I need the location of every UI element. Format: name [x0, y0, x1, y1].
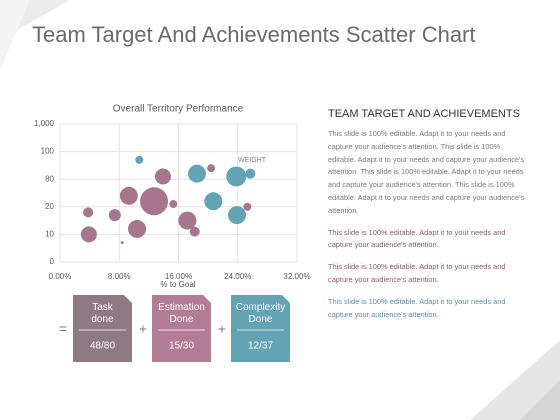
text-panel: TEAM TARGET AND ACHIEVEMENTS This slide …	[328, 108, 528, 330]
bubble	[140, 187, 169, 216]
y-tick-label: 80	[45, 174, 54, 183]
decor	[470, 340, 560, 420]
kpi-label: Complexity Done	[236, 302, 285, 325]
bubble	[120, 241, 124, 245]
annotation: WEIGHT	[238, 157, 267, 164]
y-tick-label: 100	[41, 147, 55, 156]
operator: +	[218, 321, 226, 337]
kpi-value: 15/30	[169, 341, 194, 352]
paragraph: This slide is 100% editable. Adapt it to…	[328, 227, 506, 250]
bubble	[83, 207, 94, 218]
y-tick-label: 1,000	[34, 119, 55, 128]
panel-heading: TEAM TARGET AND ACHIEVEMENTS	[328, 108, 520, 120]
bubble	[188, 164, 207, 183]
kpi-box	[152, 295, 211, 362]
bubble	[128, 219, 147, 238]
bubble	[204, 192, 223, 211]
x-tick-label: 16.00%	[165, 272, 192, 281]
x-tick-label: 8.00%	[108, 272, 131, 281]
operator: +	[139, 321, 147, 337]
kpi-box	[73, 295, 132, 362]
bubble	[245, 168, 256, 179]
bubble	[207, 164, 216, 173]
kpi-value: 12/37	[248, 341, 273, 352]
slide-title: Team Target And Achievements Scatter Cha…	[32, 22, 476, 47]
bubble	[226, 166, 247, 187]
bubble	[135, 155, 144, 164]
bubble	[178, 211, 197, 230]
kpi-label: Estimation Done	[158, 302, 205, 325]
kpi-box	[231, 295, 290, 362]
kpi-label: Task done	[91, 302, 114, 325]
operator: =	[59, 321, 67, 337]
decor	[0, 0, 30, 70]
bubble	[108, 209, 121, 222]
paragraph: This slide is 100% editable. Adapt it to…	[328, 296, 506, 319]
bubble	[80, 226, 97, 243]
y-tick-label: 10	[45, 230, 54, 239]
bubble	[154, 168, 171, 185]
paragraph: This slide is 100% editable. Adapt it to…	[328, 262, 506, 284]
chart-title: Overall Territory Performance	[113, 104, 244, 115]
x-tick-label: 0.00%	[49, 272, 72, 281]
kpi-value: 48/80	[90, 341, 115, 352]
bubble	[169, 200, 178, 209]
decor	[520, 380, 560, 420]
x-tick-label: 32.00%	[283, 272, 310, 281]
bubble	[228, 206, 247, 225]
bubble	[189, 226, 200, 237]
y-tick-label: 0	[50, 257, 55, 266]
paragraph: This slide is 100% editable. Adapt it to…	[328, 129, 525, 215]
y-tick-label: 20	[45, 202, 54, 211]
bubble	[119, 186, 138, 205]
x-axis-label: % to Goal	[160, 280, 195, 289]
x-tick-label: 24.00%	[224, 272, 251, 281]
bubble	[243, 202, 252, 211]
